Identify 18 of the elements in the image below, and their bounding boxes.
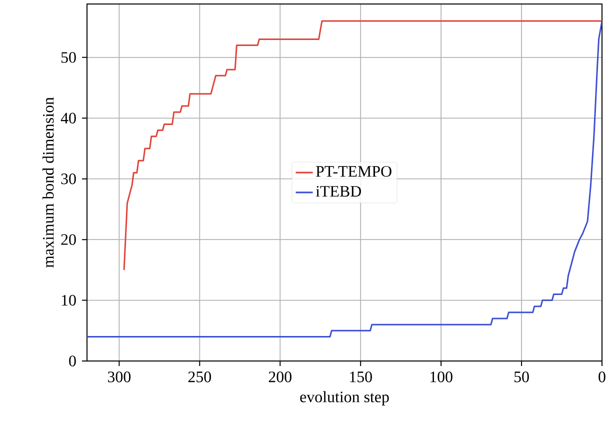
x-axis-title: evolution step <box>300 391 389 406</box>
x-tick-label: 150 <box>350 372 372 382</box>
legend-label: PT-TEMPO <box>316 166 392 177</box>
y-tick-label: 50 <box>61 52 76 63</box>
y-tick-label: 30 <box>61 173 76 184</box>
x-tick-label: 50 <box>514 372 529 382</box>
y-tick-label: 0 <box>69 356 76 366</box>
y-tick-label: 20 <box>61 234 76 245</box>
x-tick-label: 100 <box>430 372 452 382</box>
legend-label: iTEBD <box>316 186 361 197</box>
x-tick-label: 0 <box>598 372 606 382</box>
x-tick-label: 300 <box>108 372 131 382</box>
x-tick-label: 200 <box>268 372 292 382</box>
y-tick-label: 40 <box>60 112 76 124</box>
y-axis-title: maximum bond dimension <box>42 97 54 268</box>
y-tick-label: 10 <box>62 294 76 306</box>
x-tick-label: 250 <box>188 372 211 382</box>
line-series <box>123 20 602 271</box>
